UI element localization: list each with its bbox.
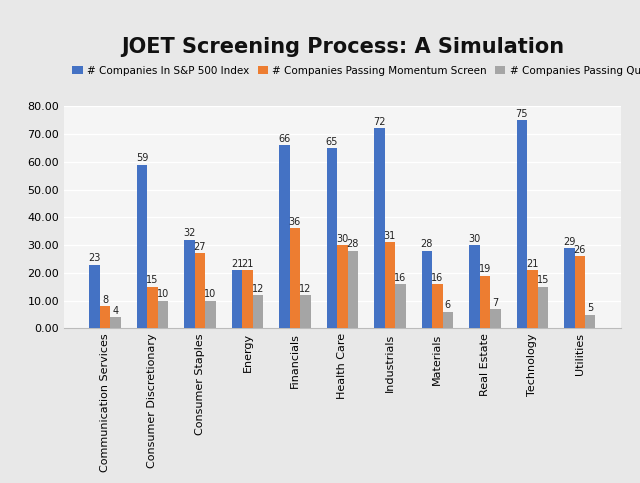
Bar [490,309,500,328]
Bar [479,276,490,328]
Bar [337,245,348,328]
Text: 28: 28 [347,239,359,249]
Bar [157,300,168,328]
Text: 16: 16 [394,272,406,283]
Bar [137,165,147,328]
Text: 12: 12 [252,284,264,294]
Bar [279,145,290,328]
Bar [195,254,205,328]
Text: 32: 32 [183,228,196,238]
Text: 59: 59 [136,153,148,163]
Text: 6: 6 [445,300,451,311]
Text: 28: 28 [420,239,433,249]
Bar [110,317,121,328]
Text: 31: 31 [384,231,396,241]
Text: 65: 65 [326,137,338,146]
Text: 21: 21 [526,259,538,269]
Bar [253,295,263,328]
Text: 21: 21 [241,259,253,269]
Bar [90,265,100,328]
Bar [147,287,157,328]
Bar [232,270,242,328]
Bar [422,251,432,328]
Bar [385,242,395,328]
Text: 23: 23 [88,253,100,263]
Title: JOET Screening Process: A Simulation: JOET Screening Process: A Simulation [121,38,564,57]
Bar [538,287,548,328]
Text: 27: 27 [194,242,206,252]
Text: 30: 30 [468,234,481,244]
Bar [348,251,358,328]
Bar [564,248,575,328]
Text: 75: 75 [516,109,528,119]
Text: 12: 12 [299,284,312,294]
Text: 16: 16 [431,272,444,283]
Text: 15: 15 [536,275,549,285]
Text: 30: 30 [336,234,349,244]
Bar [300,295,310,328]
Bar [395,284,406,328]
Text: 21: 21 [231,259,243,269]
Bar [575,256,585,328]
Bar [516,120,527,328]
Bar [184,240,195,328]
Legend: # Companies In S&P 500 Index, # Companies Passing Momentum Screen, # Companies P: # Companies In S&P 500 Index, # Companie… [69,63,640,79]
Text: 5: 5 [587,303,593,313]
Text: 10: 10 [157,289,169,299]
Bar [290,228,300,328]
Bar [100,306,110,328]
Text: 29: 29 [563,237,575,246]
Bar [527,270,538,328]
Bar [443,312,453,328]
Text: 8: 8 [102,295,108,305]
Bar [374,128,385,328]
Bar [205,300,216,328]
Bar [327,148,337,328]
Bar [432,284,443,328]
Bar [469,245,479,328]
Text: 26: 26 [573,245,586,255]
Bar [585,314,595,328]
Text: 72: 72 [373,117,386,127]
Text: 66: 66 [278,134,291,144]
Text: 19: 19 [479,264,491,274]
Text: 15: 15 [147,275,159,285]
Bar [242,270,253,328]
Text: 4: 4 [113,306,118,316]
Text: 36: 36 [289,217,301,227]
Text: 10: 10 [204,289,216,299]
Text: 7: 7 [492,298,499,308]
